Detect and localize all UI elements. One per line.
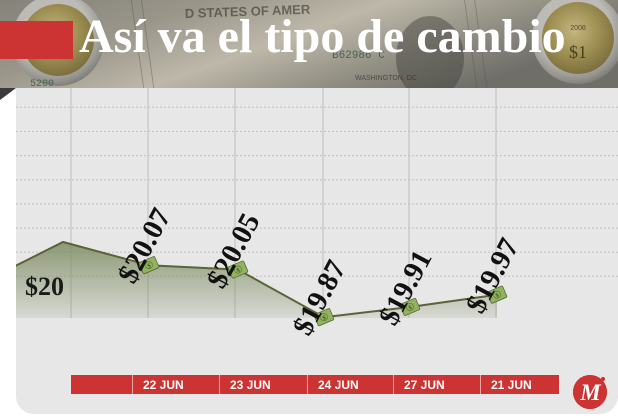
svg-text:2008: 2008 [570,25,586,32]
svg-text:M: M [579,380,602,405]
svg-text:5200: 5200 [30,79,54,88]
svg-text:WASHINGTON, DC: WASHINGTON, DC [355,75,417,82]
svg-text:$1: $1 [569,42,587,62]
